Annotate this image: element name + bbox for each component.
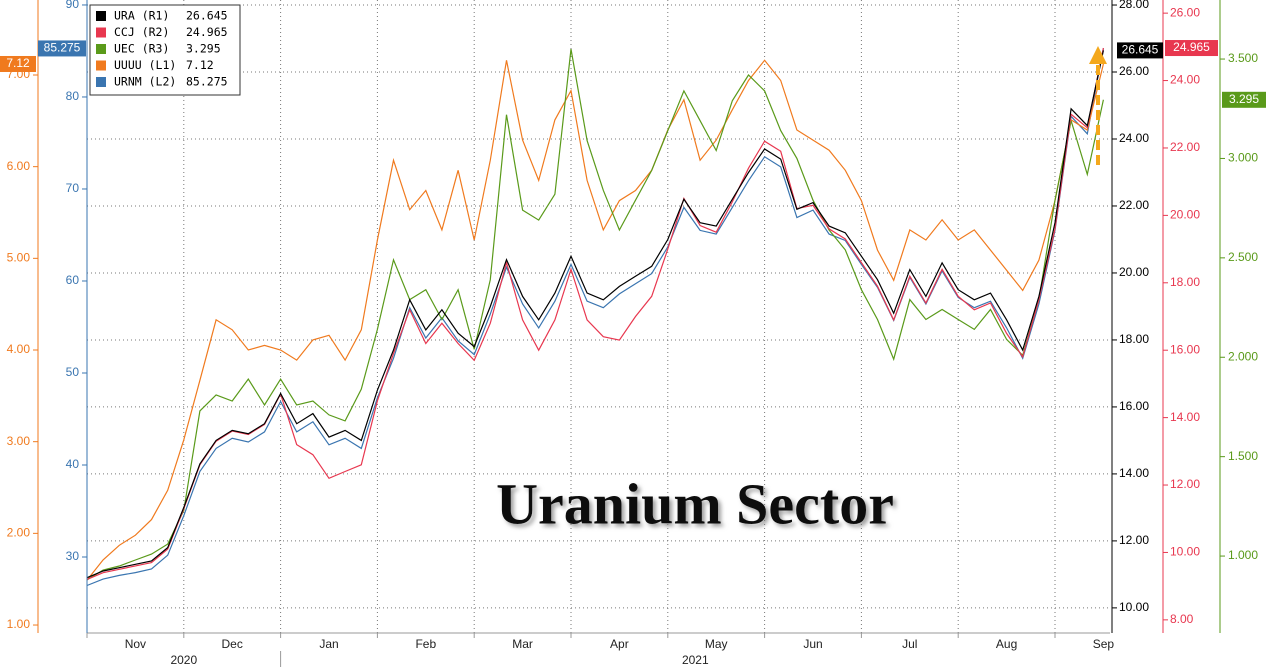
y-tick-label: 18.00 — [1170, 275, 1200, 289]
y-tick-label: 14.00 — [1119, 466, 1149, 480]
y-tick-label: 4.00 — [7, 342, 31, 356]
x-tick-label: Dec — [222, 637, 243, 651]
legend-value: 7.12 — [186, 58, 214, 72]
legend-label: CCJ (R2) — [114, 25, 169, 39]
legend-swatch — [96, 27, 106, 38]
y-tick-label: 1.00 — [7, 617, 31, 631]
legend-label: UUUU (L1) — [114, 58, 176, 72]
x-tick-label: May — [705, 637, 728, 651]
value-tag — [1117, 42, 1163, 59]
arrow — [1089, 46, 1107, 165]
year-label: 2021 — [682, 653, 709, 667]
y-tick-label: 1.500 — [1228, 449, 1258, 463]
x-tick-label: Aug — [996, 637, 1017, 651]
y-tick-label: 50 — [66, 365, 80, 379]
y-tick-label: 22.00 — [1119, 198, 1149, 212]
y-tick-label: 20.00 — [1119, 265, 1149, 279]
series-line — [86, 50, 1104, 579]
y-tick-label: 60 — [66, 273, 80, 287]
y-tick-label: 26.00 — [1119, 64, 1149, 78]
y-tick-label: 90 — [66, 0, 80, 11]
y-tick-label: 70 — [66, 181, 80, 195]
x-tick-label: Jul — [902, 637, 917, 651]
y-tick-label: 3.000 — [1228, 151, 1258, 165]
value-tag-label: 26.645 — [1122, 43, 1159, 57]
legend-label: URNM (L2) — [114, 75, 176, 89]
legend-swatch — [96, 11, 106, 21]
y-tick-label: 12.00 — [1119, 533, 1149, 547]
legend-value: 3.295 — [186, 42, 221, 56]
x-tick-label: Feb — [415, 637, 436, 651]
lines — [86, 47, 1104, 587]
value-tag — [1222, 91, 1266, 108]
y-tick-label: 24.00 — [1119, 131, 1149, 145]
x-tick-label: Apr — [610, 637, 629, 651]
y-tick-label: 14.00 — [1170, 410, 1200, 424]
series-line — [86, 47, 1104, 580]
y-tick-label: 16.00 — [1170, 342, 1200, 356]
y-tick-label: 10.00 — [1119, 600, 1149, 614]
y-tick-label: 16.00 — [1119, 399, 1149, 413]
grid — [87, 0, 1110, 633]
y-tick-label: 3.00 — [7, 434, 31, 448]
y-tick-label: 18.00 — [1119, 332, 1149, 346]
legend-box — [89, 4, 241, 96]
y-tick-label: 28.00 — [1119, 0, 1149, 11]
y-tick-label: 2.000 — [1228, 349, 1258, 363]
y-tick-label: 22.00 — [1170, 140, 1200, 154]
value-tag — [1165, 40, 1218, 57]
y-tick-label: 80 — [66, 89, 80, 103]
value-tag-label: 85.275 — [44, 41, 81, 55]
y-tick-label: 5.00 — [7, 251, 31, 265]
series-line — [86, 59, 1104, 581]
legend-value: 24.965 — [186, 25, 228, 39]
x-tick-label: Jun — [803, 637, 822, 651]
y-tick-label: 2.500 — [1228, 250, 1258, 264]
legend-label: UEC (R3) — [114, 42, 169, 56]
x-tick-label: Sep — [1093, 637, 1115, 651]
legend-swatch — [96, 77, 106, 87]
x-tick-label: Mar — [512, 637, 533, 651]
value-tag — [0, 55, 36, 72]
legend-value: 85.275 — [186, 75, 228, 89]
y-tick-label: 2.00 — [7, 526, 31, 540]
legend-swatch — [96, 44, 106, 54]
legend-swatch — [96, 60, 106, 71]
y-tick-label: 20.00 — [1170, 208, 1200, 222]
y-tick-label: 6.00 — [7, 159, 31, 173]
value-tag-label: 7.12 — [6, 56, 30, 70]
y-tick-label: 8.00 — [1170, 612, 1194, 626]
y-tick-label: 12.00 — [1170, 477, 1200, 491]
x-tick-label: Nov — [125, 637, 146, 651]
series-line — [86, 48, 1104, 581]
y-tick-label: 26.00 — [1170, 5, 1200, 19]
y-tick-label: 10.00 — [1170, 545, 1200, 559]
year-label: 2020 — [170, 653, 197, 667]
y-tick-label: 30 — [66, 549, 80, 563]
annotation: Uranium Sector — [496, 471, 894, 536]
value-tag — [38, 40, 86, 57]
value-tag-label: 24.965 — [1173, 40, 1210, 54]
y-tick-label: 24.00 — [1170, 73, 1200, 87]
y-tick-label: 1.000 — [1228, 548, 1258, 562]
y-tick-label: 40 — [66, 457, 80, 471]
x-tick-label: Jan — [319, 637, 338, 651]
value-tag-label: 3.295 — [1229, 92, 1259, 106]
legend-value: 26.645 — [186, 9, 228, 23]
legend-label: URA (R1) — [114, 9, 169, 23]
y-tick-label: 3.500 — [1228, 51, 1258, 65]
